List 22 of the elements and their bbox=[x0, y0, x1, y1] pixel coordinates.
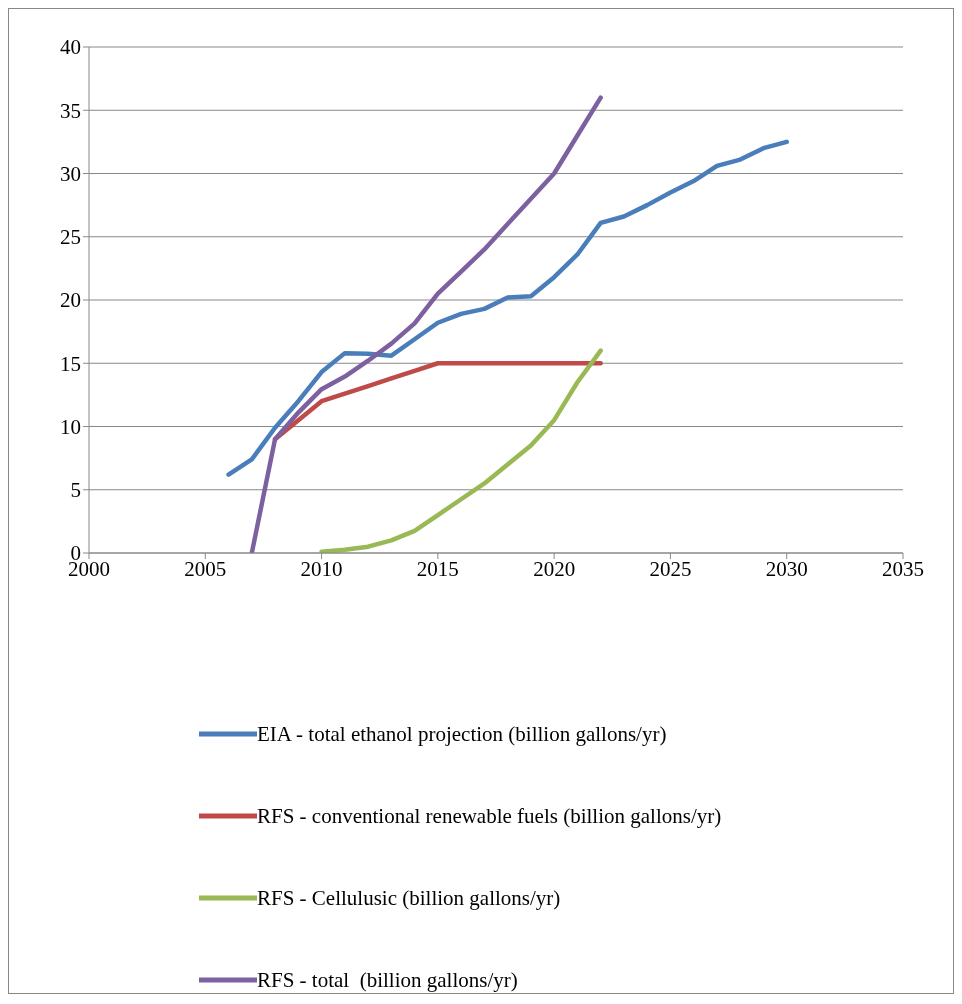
line-series bbox=[226, 139, 789, 477]
x-tick-label: 2015 bbox=[416, 556, 459, 581]
x-tick-label: 2030 bbox=[765, 556, 808, 581]
x-tick-label: 2005 bbox=[184, 556, 227, 581]
x-tick-label: 2020 bbox=[533, 556, 576, 581]
y-tick-label: 25 bbox=[60, 225, 81, 250]
legend-label: RFS - total (billion gallons/yr) bbox=[257, 967, 518, 993]
y-tick-label: 5 bbox=[70, 478, 81, 503]
x-tick-label: 2025 bbox=[649, 556, 692, 581]
line-series bbox=[319, 348, 603, 553]
legend-label: EIA - total ethanol projection (billion gallons/yr) bbox=[257, 721, 667, 747]
y-tick-label: 30 bbox=[60, 161, 81, 186]
y-tick-label: 10 bbox=[60, 414, 81, 439]
y-tick-label: 35 bbox=[60, 98, 81, 123]
legend-label: RFS - conventional renewable fuels (billion gallons/yr) bbox=[257, 803, 722, 829]
x-tick-label: 2035 bbox=[882, 556, 924, 581]
y-tick-label: 20 bbox=[60, 288, 81, 313]
legend-label: RFS - Cellulusic (billion gallons/yr) bbox=[257, 885, 561, 911]
y-tick-label: 15 bbox=[60, 351, 81, 376]
y-tick-label: 40 bbox=[60, 35, 81, 60]
line-series bbox=[249, 95, 603, 553]
x-tick-label: 2010 bbox=[300, 556, 343, 581]
